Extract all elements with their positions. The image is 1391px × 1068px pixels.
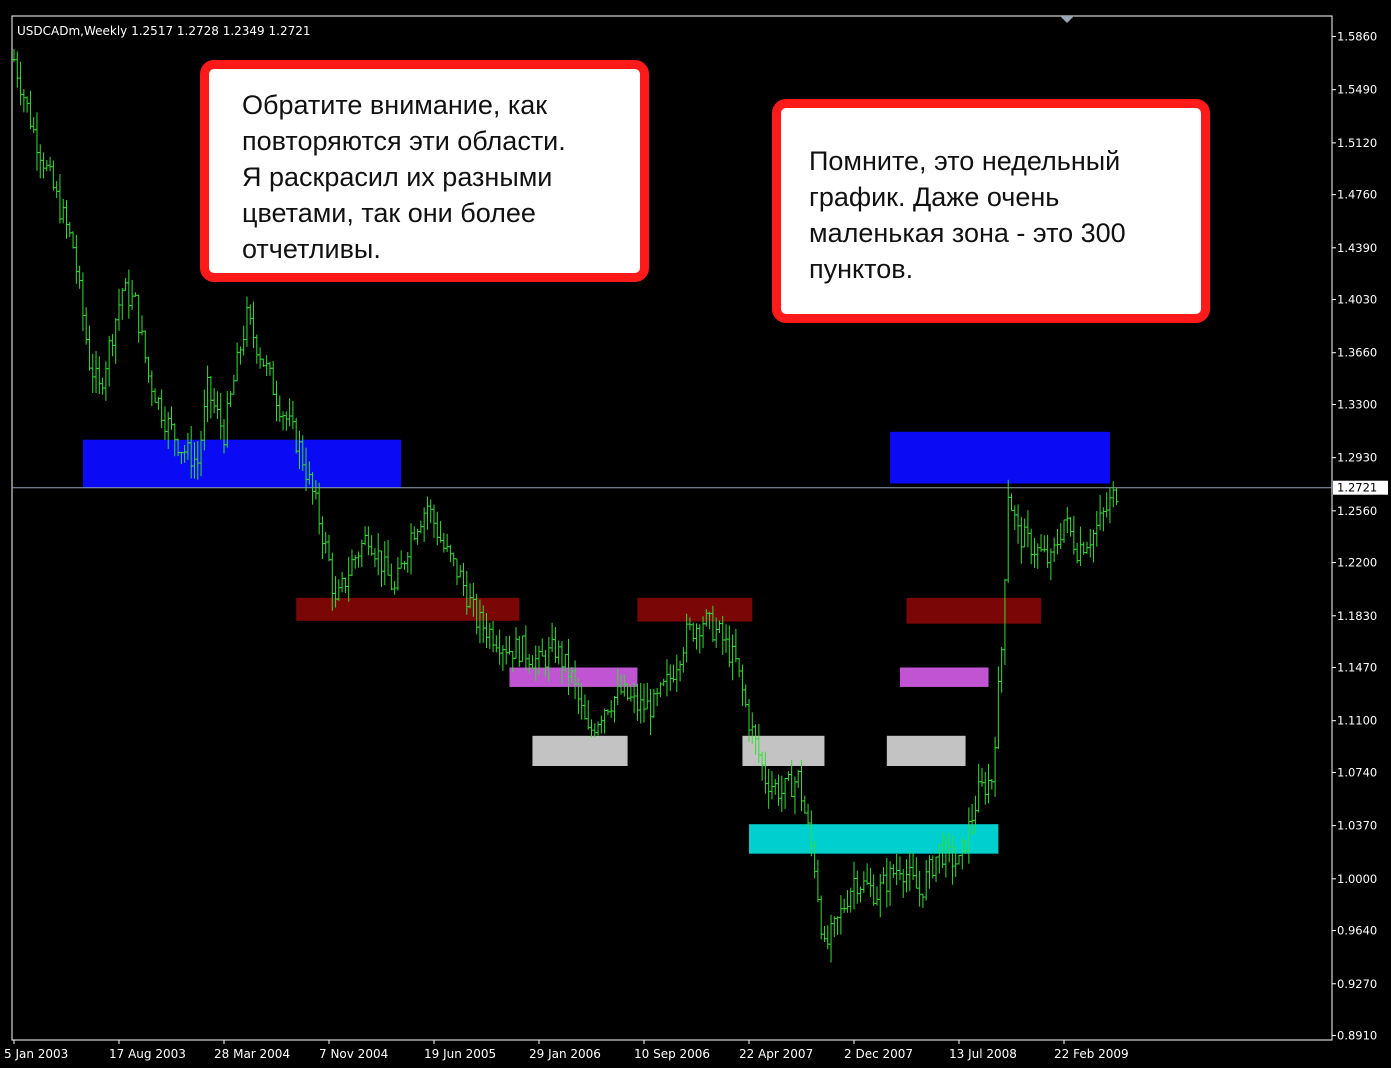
current-price-label: 1.2721 — [1337, 481, 1377, 495]
chart-header: USDCADm,Weekly 1.2517 1.2728 1.2349 1.27… — [17, 24, 311, 38]
x-tick-label-11: 22 Feb 2009 — [1054, 1047, 1129, 1061]
y-tick-label-3: 1.5120 — [1337, 136, 1377, 150]
zone-darkred-10 — [906, 597, 1042, 624]
x-tick-label-3: 28 Mar 2004 — [214, 1047, 290, 1061]
x-tick-label-2: 17 Aug 2003 — [109, 1047, 186, 1061]
annotation-left-line-3: Я раскрасил их разными — [242, 162, 553, 192]
x-tick-label-8: 22 Apr 2007 — [739, 1047, 813, 1061]
y-tick-label-1: 1.5860 — [1337, 30, 1377, 44]
zone-gray-6 — [742, 735, 825, 766]
y-tick-label-12: 1.1830 — [1337, 609, 1377, 623]
y-tick-label-13: 1.1470 — [1337, 661, 1377, 675]
y-tick-label-17: 1.0000 — [1337, 872, 1377, 886]
current-price-tag: 1.2721 — [1333, 480, 1388, 495]
annotation-left: Обратите внимание, как повторяются эти о… — [200, 60, 649, 282]
zone-gray-9 — [886, 735, 966, 766]
ohlc-bar-337 — [1114, 487, 1119, 506]
zone-darkred-5 — [637, 597, 753, 622]
annotation-right: Помните, это недельный график. Даже очен… — [772, 99, 1210, 323]
zone-blue-8 — [890, 431, 1110, 484]
y-tick-label-2: 1.5490 — [1337, 83, 1377, 97]
y-tick-label-10: 1.2560 — [1337, 504, 1377, 518]
y-tick-label-16: 1.0370 — [1337, 819, 1377, 833]
annotation-right-line-3: маленькая зона - это 300 — [809, 218, 1126, 248]
x-tick-label-5: 19 Jun 2005 — [424, 1047, 496, 1061]
zone-blue-1 — [82, 439, 402, 488]
y-tick-label-4: 1.4760 — [1337, 188, 1377, 202]
zone-gray-4 — [532, 735, 628, 766]
x-tick-label-10: 13 Jul 2008 — [949, 1047, 1017, 1061]
y-tick-label-20: 0.8910 — [1337, 1029, 1377, 1043]
x-tick-label-1: 5 Jan 2003 — [4, 1047, 68, 1061]
y-tick-label-19: 0.9270 — [1337, 977, 1377, 991]
annotation-left-line-4: цветами, так они более — [242, 198, 536, 228]
y-tick-label-5: 1.4390 — [1337, 241, 1377, 255]
y-tick-label-6: 1.4030 — [1337, 293, 1377, 307]
annotation-right-line-4: пунктов. — [809, 254, 914, 284]
zone-darkred-2 — [296, 597, 520, 621]
current-price-tag-box — [1333, 480, 1388, 495]
y-tick-label-15: 1.0740 — [1337, 765, 1377, 779]
x-tick-label-4: 7 Nov 2004 — [319, 1047, 388, 1061]
annotation-left-line-2: повторяются эти области. — [242, 126, 566, 156]
annotation-left-line-5: отчетливы. — [242, 234, 381, 264]
y-tick-label-9: 1.2930 — [1337, 451, 1377, 465]
x-tick-label-9: 2 Dec 2007 — [844, 1047, 913, 1061]
x-tick-label-7: 10 Sep 2006 — [634, 1047, 710, 1061]
y-tick-label-18: 0.9640 — [1337, 924, 1377, 938]
zone-purple-3 — [509, 667, 638, 687]
y-tick-label-7: 1.3660 — [1337, 346, 1377, 360]
zone-purple-11 — [899, 667, 989, 687]
zone-cyan-7 — [749, 824, 999, 854]
annotation-right-line-1: Помните, это недельный — [809, 146, 1121, 176]
annotation-left-line-1: Обратите внимание, как — [242, 90, 548, 120]
y-tick-label-8: 1.3300 — [1337, 397, 1377, 411]
y-tick-label-11: 1.2200 — [1337, 556, 1377, 570]
x-tick-label-6: 29 Jan 2006 — [529, 1047, 601, 1061]
y-tick-label-14: 1.1100 — [1337, 714, 1377, 728]
annotation-right-line-2: график. Даже очень — [809, 182, 1060, 212]
shift-marker-icon — [1060, 16, 1074, 23]
